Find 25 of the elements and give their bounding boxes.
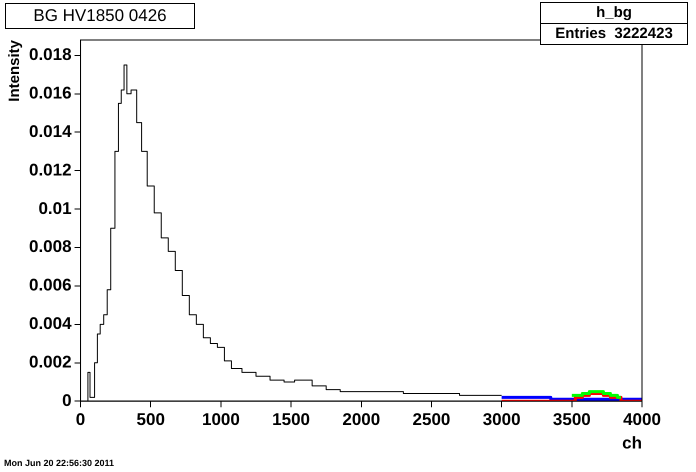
x-tick-label: 3500 [552, 410, 591, 430]
y-tick-label: 0.002 [28, 352, 72, 372]
y-tick-label: 0.008 [28, 237, 72, 256]
x-tick-label: 1500 [272, 410, 310, 430]
y-tick-label: 0.012 [28, 160, 72, 180]
y-tick-label: 0.016 [28, 83, 72, 102]
y-tick-label: 0 [62, 390, 72, 410]
y-axis-title: Intensity [6, 39, 24, 102]
text: h_bg [541, 3, 687, 24]
text: Mon Jun 20 22:56:30 2011 [4, 458, 114, 468]
x-tick-label: 4000 [623, 410, 661, 430]
y-tick-label: 0.004 [28, 314, 72, 334]
y-tick-label: 0.014 [28, 122, 72, 141]
x-tick-label: 2000 [342, 410, 380, 430]
x-tick-label: 0 [76, 410, 86, 430]
x-tick-label: 1000 [202, 410, 240, 430]
x-tick-label: 2500 [412, 410, 450, 430]
x-axis-title: ch [622, 433, 642, 452]
y-tick-label: 0.006 [28, 276, 72, 295]
x-tick-label: 500 [136, 410, 165, 430]
chart-title: BG HV1850 0426 [5, 3, 195, 29]
annotation: Entries 3222423 [554, 24, 674, 44]
y-tick-label: 0.018 [28, 45, 72, 64]
x-tick-label: 3000 [482, 410, 521, 430]
y-tick-label: 0.01 [38, 198, 72, 218]
